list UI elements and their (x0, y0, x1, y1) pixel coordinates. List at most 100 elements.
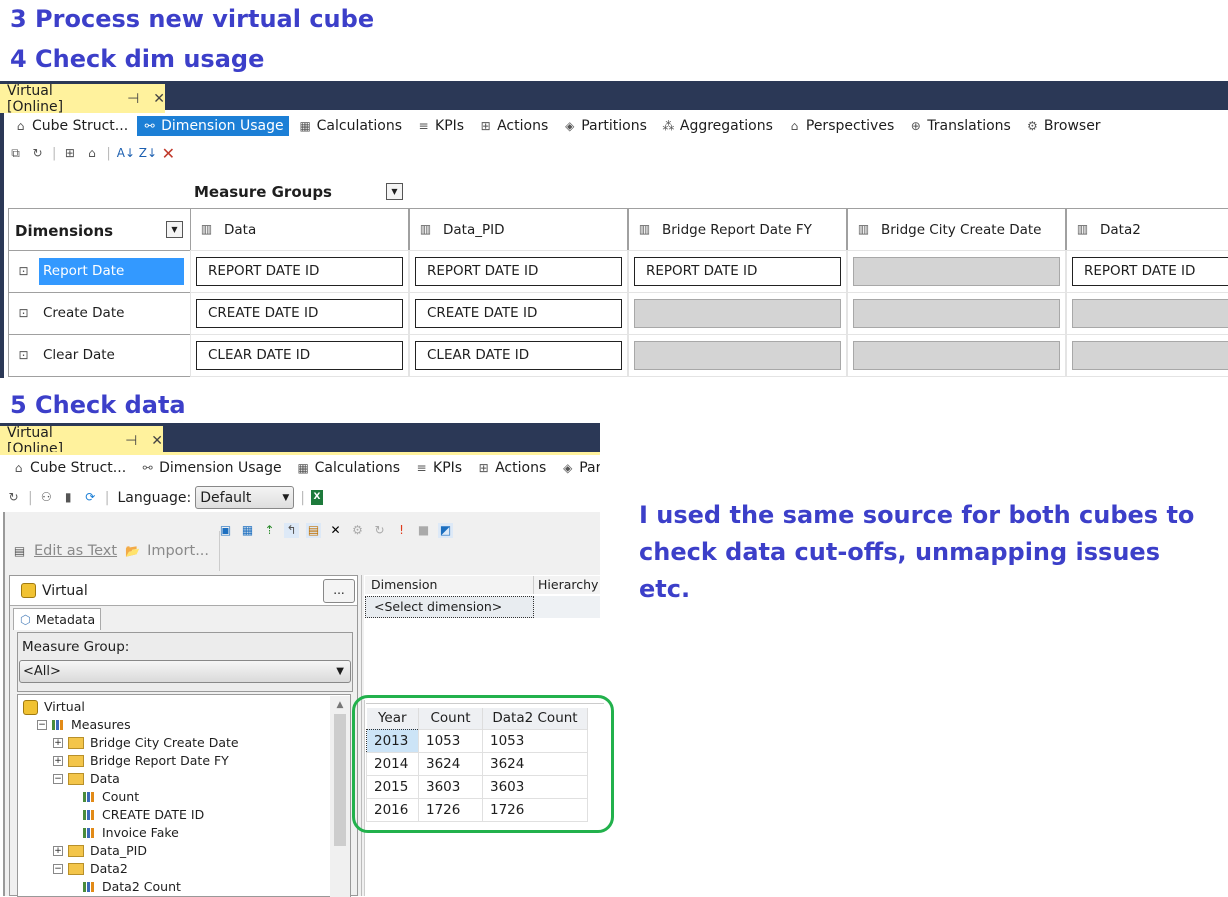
tree-node[interactable]: − Data2 (23, 860, 350, 878)
filter-icon[interactable]: ▮ (64, 490, 72, 504)
dimension-row-header[interactable]: ⊡ Report Date (8, 250, 191, 293)
results-cell[interactable]: 3624 (482, 751, 588, 776)
collapse-icon[interactable]: − (37, 720, 47, 730)
relationship-cell[interactable]: CLEAR DATE ID (415, 341, 622, 370)
tree-node[interactable]: + Bridge Report Date FY (23, 752, 350, 770)
sort-ascending-icon[interactable]: A↓ (116, 146, 136, 160)
tab-partitions[interactable]: ◈ Partitions (557, 116, 652, 136)
tab-calculations[interactable]: ▦ Calculations (291, 458, 405, 478)
relationship-cell[interactable]: CLEAR DATE ID (196, 341, 403, 370)
tab-translations[interactable]: ⊕ Translations (903, 116, 1016, 136)
expand-icon[interactable]: + (53, 738, 63, 748)
execute-icon[interactable]: ! (399, 523, 404, 537)
select-cube-button[interactable]: ... (323, 579, 355, 603)
measure-group-column[interactable]: ▥ Bridge Report Date FY (628, 208, 847, 251)
results-cell[interactable]: 2014 (366, 751, 419, 776)
measure-group-column[interactable]: ▥ Data (190, 208, 409, 251)
empty-relationship-cell[interactable] (853, 299, 1060, 328)
tree-node[interactable]: − Measures (23, 716, 350, 734)
tab-aggregations[interactable]: ⁂ Aggregations (656, 116, 778, 136)
rename-icon[interactable]: ⌂ (88, 146, 96, 160)
parameters-icon[interactable]: ⚙ (352, 523, 363, 537)
dimension-row-header[interactable]: ⊡ Create Date (8, 292, 191, 335)
add-to-query-icon[interactable]: ▤ (306, 523, 321, 538)
select-dimension-cell[interactable]: <Select dimension> (365, 596, 534, 618)
measure-group-column[interactable]: ▥ Data_PID (409, 208, 628, 251)
tab-browser[interactable]: ⚙ Browser (1020, 116, 1106, 136)
expand-icon[interactable]: + (53, 846, 63, 856)
relationship-cell[interactable]: REPORT DATE ID (196, 257, 403, 286)
expand-icon[interactable]: + (53, 756, 63, 766)
show-all-icon[interactable]: ⧉ (11, 146, 20, 160)
sort-descending-icon[interactable]: Z↓ (138, 146, 158, 160)
document-tab[interactable]: Virtual [Online] ⊣ ✕ (0, 425, 163, 457)
results-cell[interactable]: 1726 (482, 797, 588, 822)
collapse-icon[interactable]: − (53, 774, 63, 784)
results-cell[interactable]: 2015 (366, 774, 419, 799)
metadata-tab[interactable]: ⬡ Metadata (13, 608, 101, 630)
refresh-icon[interactable]: ⟳ (85, 490, 96, 504)
tab-cube-struct[interactable]: ⌂ Cube Struct... (8, 116, 133, 136)
relationship-cell[interactable]: REPORT DATE ID (1072, 257, 1228, 286)
dimension-row-header[interactable]: ⊡ Clear Date (8, 334, 191, 377)
results-cell[interactable]: 1053 (418, 728, 483, 753)
edit-as-text-button[interactable]: Edit as Text (34, 543, 118, 559)
language-select[interactable]: Default ▼ (195, 486, 295, 509)
pin-icon[interactable]: ⊣ (125, 432, 138, 449)
empty-relationship-cell[interactable] (634, 341, 841, 370)
tab-dimension-usage[interactable]: ⚯ Dimension Usage (135, 458, 287, 478)
tree-node[interactable]: Count (23, 788, 350, 806)
refresh-icon[interactable]: ↻ (374, 523, 385, 537)
excel-icon[interactable]: X (310, 490, 323, 505)
relationship-cell[interactable]: REPORT DATE ID (634, 257, 841, 286)
scroll-up-icon[interactable]: ▲ (336, 700, 344, 710)
dimensions-dropdown[interactable]: ▼ (166, 221, 183, 238)
tab-perspectives[interactable]: ⌂ Perspectives (782, 116, 899, 136)
delete-icon[interactable]: ✕ (330, 523, 341, 537)
tree-node[interactable]: CREATE DATE ID (23, 806, 350, 824)
results-cell[interactable]: 2016 (366, 797, 419, 822)
tab-cube-struct[interactable]: ⌂ Cube Struct... (6, 458, 131, 478)
show-empty-cells-icon[interactable]: ↰ (284, 523, 299, 538)
tree-node[interactable]: + Data_PID (23, 842, 350, 860)
empty-relationship-cell[interactable] (634, 299, 841, 328)
empty-relationship-cell[interactable] (853, 341, 1060, 370)
tab-kpis[interactable]: ≡ KPIs (411, 116, 469, 136)
tab-calculations[interactable]: ▦ Calculations (293, 116, 407, 136)
tree-node[interactable]: Data2 Count (23, 878, 350, 896)
collapse-icon[interactable]: − (53, 864, 63, 874)
measure-group-column[interactable]: ▥ Data2 (1066, 208, 1228, 251)
close-icon[interactable]: ✕ (151, 432, 163, 449)
refresh-icon[interactable]: ↻ (32, 146, 43, 160)
tab-actions[interactable]: ⊞ Actions (473, 116, 553, 136)
tree-node[interactable]: − Data (23, 770, 350, 788)
results-cell[interactable]: 3624 (418, 751, 483, 776)
measure-groups-dropdown[interactable]: ▼ (386, 183, 403, 200)
empty-relationship-cell[interactable] (853, 257, 1060, 286)
pane-splitter[interactable] (361, 575, 362, 896)
delete-icon[interactable]: ✕ (161, 144, 175, 163)
reconnect-icon[interactable]: ↻ (8, 490, 19, 504)
change-user-icon[interactable]: ⚇ (40, 490, 52, 504)
scroll-thumb[interactable] (334, 714, 346, 846)
tree-node[interactable]: Virtual (23, 698, 350, 716)
calculated-member-icon[interactable]: ▦ (241, 523, 254, 537)
import-button[interactable]: Import... (147, 543, 210, 559)
empty-relationship-cell[interactable] (1072, 299, 1228, 328)
results-cell[interactable]: 1726 (418, 797, 483, 822)
tree-scrollbar[interactable]: ▲ (330, 696, 350, 897)
design-mode-icon[interactable]: ▣ (219, 523, 232, 537)
empty-relationship-cell[interactable] (1072, 341, 1228, 370)
show-aggregations-icon[interactable]: ◩ (438, 523, 453, 538)
cancel-query-icon[interactable]: ■ (417, 523, 430, 537)
close-icon[interactable]: ✕ (153, 90, 165, 107)
results-cell[interactable]: 2013 (366, 728, 419, 753)
tree-node[interactable]: Invoice Fake (23, 824, 350, 842)
results-cell[interactable]: 3603 (482, 774, 588, 799)
auto-execute-icon[interactable]: ⇡ (264, 523, 275, 537)
tab-dimension-usage[interactable]: ⚯ Dimension Usage (137, 116, 289, 136)
tab-kpis[interactable]: ≡ KPIs (409, 458, 467, 478)
document-tab[interactable]: Virtual [Online] ⊣ ✕ (0, 83, 165, 115)
measure-group-column[interactable]: ▥ Bridge City Create Date (847, 208, 1066, 251)
tree-node[interactable]: + Bridge City Create Date (23, 734, 350, 752)
